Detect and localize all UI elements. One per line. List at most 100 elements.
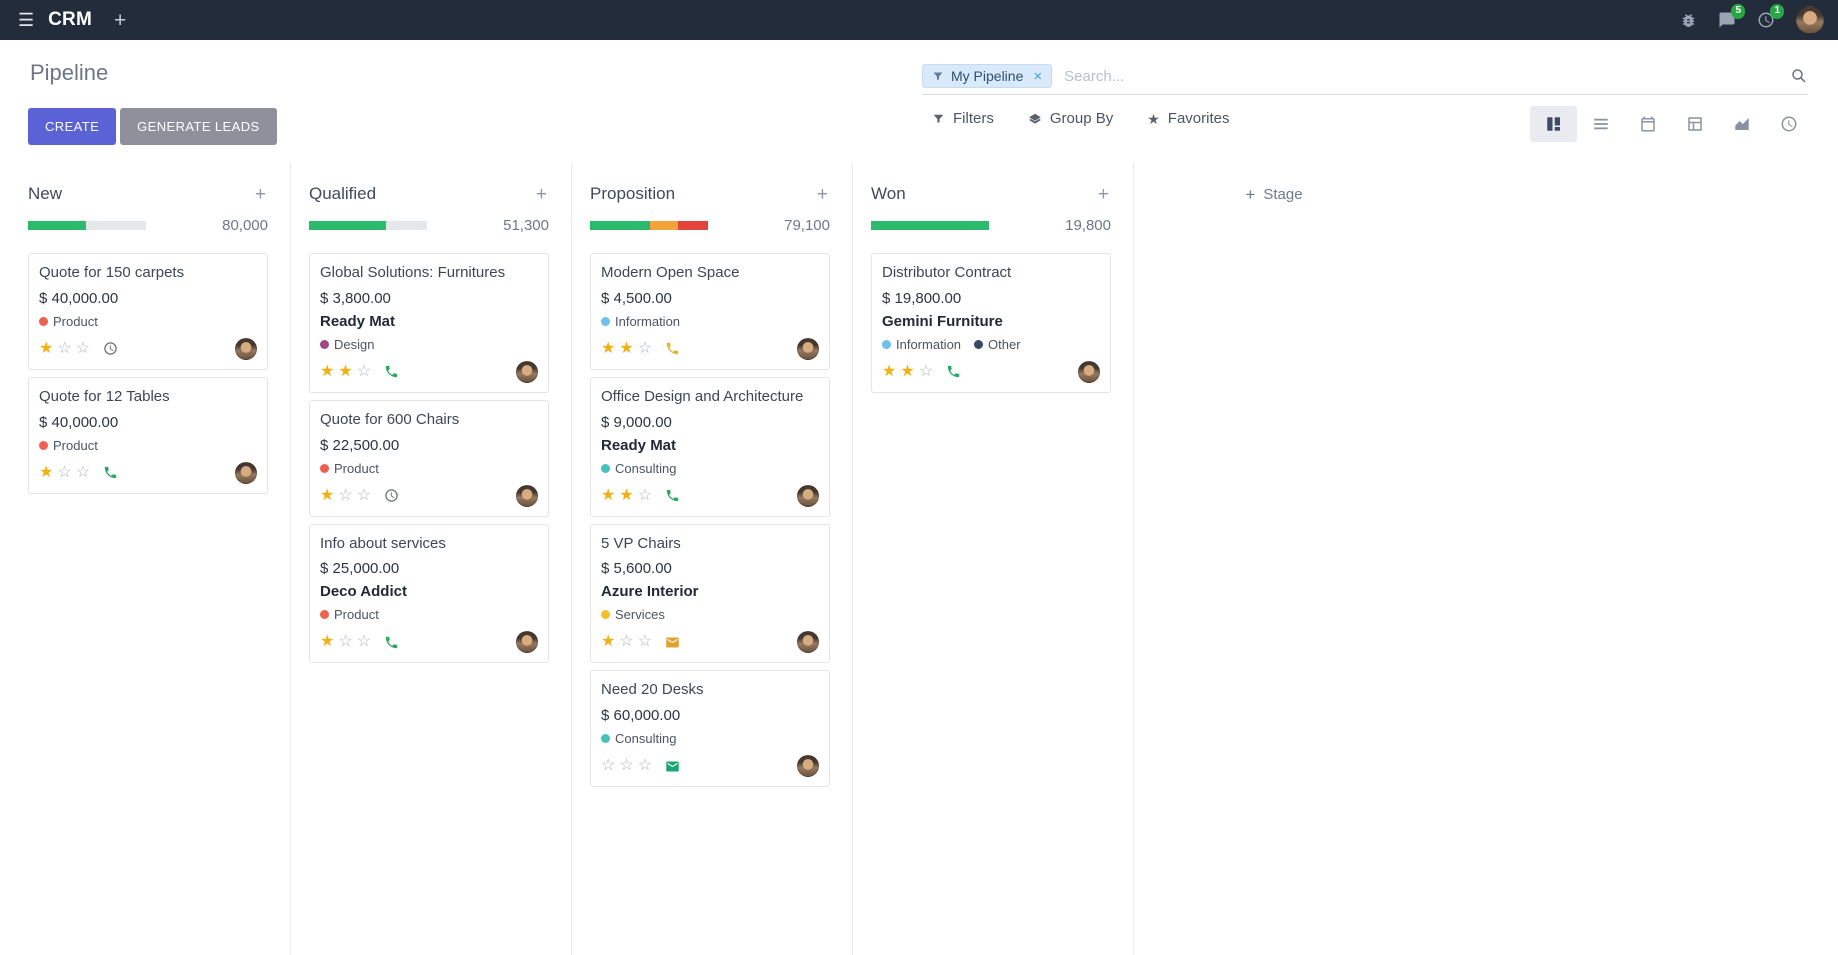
favorites-button[interactable]: ★ Favorites	[1147, 110, 1229, 127]
star-icon[interactable]: ★	[900, 362, 915, 380]
group-by-button[interactable]: Group By	[1028, 110, 1113, 127]
navbar-add-icon[interactable]: +	[114, 8, 127, 32]
star-icon[interactable]: ☆	[75, 463, 91, 481]
facet-remove-icon[interactable]: ×	[1033, 67, 1043, 85]
view-list-button[interactable]	[1577, 106, 1624, 142]
activity-phone-icon[interactable]	[384, 364, 399, 379]
activity-phone-icon[interactable]	[665, 488, 680, 503]
kanban-card[interactable]: Quote for 150 carpets $ 40,000.00 Product ★…	[28, 253, 268, 370]
tag: Information	[601, 314, 680, 329]
star-icon[interactable]: ★	[320, 633, 335, 651]
view-activity-button[interactable]	[1765, 106, 1812, 142]
star-icon[interactable]: ☆	[57, 463, 72, 481]
activity-phone-icon[interactable]	[665, 341, 680, 356]
star-icon[interactable]: ☆	[356, 362, 372, 380]
tag-label: Product	[334, 460, 379, 476]
kanban-column: Proposition +79,100 Modern Open Space $ 4,5…	[572, 164, 853, 955]
activity-mail-icon[interactable]	[665, 635, 680, 650]
column-progressbar[interactable]	[28, 221, 146, 230]
create-button[interactable]: CREATE	[28, 108, 117, 145]
progress-segment	[650, 221, 679, 230]
add-stage-button[interactable]: + Stage	[1134, 164, 1414, 203]
add-stage-label: Stage	[1263, 186, 1303, 203]
menu-icon[interactable]: ☰	[18, 9, 35, 30]
column-progress-row: 19,800	[871, 217, 1111, 234]
tag-label: Other	[988, 336, 1021, 352]
column-quick-add-icon[interactable]: +	[1097, 183, 1109, 205]
column-title: Proposition	[590, 184, 676, 203]
activity-phone-icon[interactable]	[384, 635, 399, 650]
star-icon[interactable]: ★	[39, 339, 54, 357]
star-icon[interactable]: ★	[39, 463, 54, 481]
view-pivot-button[interactable]	[1671, 106, 1718, 142]
column-quick-add-icon[interactable]: +	[535, 183, 547, 205]
column-header: New +	[28, 184, 268, 204]
star-icon[interactable]: ★	[619, 339, 634, 357]
filters-button[interactable]: Filters	[932, 110, 994, 127]
view-graph-button[interactable]	[1718, 106, 1765, 142]
star-icon[interactable]: ☆	[338, 486, 353, 504]
card-tags: Consulting	[601, 731, 819, 746]
activities-clock-icon[interactable]: 1	[1757, 4, 1784, 29]
star-icon[interactable]: ★	[601, 633, 616, 651]
star-icon[interactable]: ☆	[356, 633, 372, 651]
star-icon[interactable]: ☆	[619, 633, 634, 651]
priority-stars: ☆ ☆ ☆	[601, 758, 652, 774]
kanban-card[interactable]: Need 20 Desks $ 60,000.00 Consulting ☆ ☆ ☆	[590, 670, 830, 787]
star-icon[interactable]: ★	[601, 486, 616, 504]
column-quick-add-icon[interactable]: +	[254, 183, 266, 205]
debug-bug-icon[interactable]	[1680, 12, 1697, 29]
activity-clock-icon[interactable]	[103, 341, 118, 356]
star-icon[interactable]: ★	[619, 486, 634, 504]
star-icon[interactable]: ☆	[619, 757, 634, 774]
card-footer: ☆ ☆ ☆	[601, 755, 819, 777]
kanban-card[interactable]: Quote for 12 Tables $ 40,000.00 Product ★ ☆ ☆	[28, 376, 268, 494]
view-switcher	[1530, 106, 1812, 142]
star-icon[interactable]: ☆	[338, 633, 353, 651]
star-icon[interactable]: ☆	[356, 486, 372, 504]
activity-phone-icon[interactable]	[946, 364, 961, 379]
search-facet[interactable]: My Pipeline ×	[922, 64, 1053, 88]
generate-leads-button[interactable]: GENERATE LEADS	[120, 108, 277, 145]
view-kanban-button[interactable]	[1530, 106, 1577, 142]
search-icon[interactable]	[1790, 67, 1808, 85]
column-progressbar[interactable]	[871, 221, 989, 230]
star-icon[interactable]: ☆	[57, 339, 72, 357]
view-calendar-button[interactable]	[1624, 106, 1671, 142]
kanban-card[interactable]: Office Design and Architecture $ 9,000.00…	[590, 376, 830, 517]
column-cards: Distributor Contract $ 19,800.00 Gemini Fu…	[871, 253, 1111, 393]
star-icon[interactable]: ☆	[637, 339, 653, 357]
messages-icon[interactable]: 5	[1718, 4, 1745, 29]
star-icon[interactable]: ☆	[601, 757, 616, 774]
star-icon[interactable]: ☆	[637, 486, 653, 504]
star-icon[interactable]: ☆	[75, 339, 91, 357]
card-title: Distributor Contract	[882, 264, 1012, 281]
star-icon[interactable]: ☆	[637, 633, 653, 651]
activity-phone-icon[interactable]	[103, 465, 118, 480]
activity-mail-icon[interactable]	[665, 759, 680, 774]
card-tags: Product	[320, 461, 538, 476]
kanban-card[interactable]: 5 VP Chairs $ 5,600.00 Azure Interior Servi…	[590, 523, 830, 664]
star-icon[interactable]: ★	[320, 362, 335, 380]
activity-clock-icon[interactable]	[384, 488, 399, 503]
kanban-card[interactable]: Info about services $ 25,000.00 Deco Addic…	[309, 523, 549, 664]
column-quick-add-icon[interactable]: +	[816, 183, 828, 205]
kanban-card[interactable]: Global Solutions: Furnitures $ 3,800.00 Re…	[309, 253, 549, 393]
star-icon[interactable]: ★	[601, 339, 616, 357]
column-progressbar[interactable]	[309, 221, 427, 230]
search-input[interactable]	[1062, 66, 1790, 86]
card-amount: $ 19,800.00	[882, 289, 962, 307]
card-footer: ★ ☆ ☆	[39, 337, 257, 360]
kanban-card[interactable]: Quote for 600 Chairs $ 22,500.00 Product ★ ☆…	[309, 399, 549, 517]
star-icon[interactable]: ☆	[637, 757, 653, 774]
star-icon[interactable]: ★	[338, 362, 353, 380]
column-progressbar[interactable]	[590, 221, 708, 230]
star-icon[interactable]: ☆	[918, 362, 934, 380]
star-icon[interactable]: ★	[320, 486, 335, 504]
user-avatar[interactable]	[1796, 6, 1824, 34]
kanban-card[interactable]: Distributor Contract $ 19,800.00 Gemini Fu…	[871, 253, 1111, 393]
app-name[interactable]: CRM	[48, 9, 93, 30]
tag: Other	[974, 337, 1021, 352]
star-icon[interactable]: ★	[882, 362, 897, 380]
kanban-card[interactable]: Modern Open Space $ 4,500.00 Information ★ ★…	[590, 253, 830, 370]
